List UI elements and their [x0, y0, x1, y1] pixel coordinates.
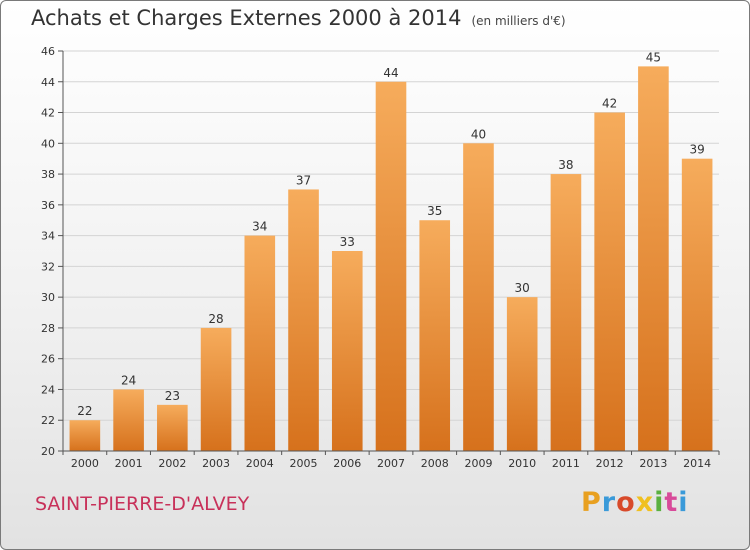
- x-tick-label: 2006: [333, 457, 361, 470]
- logo-letter: o: [616, 487, 636, 518]
- bar-2008: [419, 220, 451, 451]
- bar-2007: [375, 81, 407, 452]
- bar-2011: [550, 174, 582, 452]
- data-label: 24: [121, 373, 136, 387]
- x-tick-label: 2014: [683, 457, 711, 470]
- y-tick-label: 20: [41, 445, 55, 458]
- data-label: 33: [340, 235, 355, 249]
- y-tick-label: 30: [41, 291, 55, 304]
- y-tick-label: 44: [41, 76, 55, 89]
- bar-2009: [463, 143, 494, 452]
- x-tick-label: 2005: [290, 457, 318, 470]
- x-tick-label: 2010: [508, 457, 536, 470]
- data-label: 22: [77, 404, 92, 418]
- bar-2010: [506, 297, 538, 451]
- y-tick-label: 40: [41, 137, 55, 150]
- x-tick-label: 2009: [464, 457, 492, 470]
- x-tick-label: 2001: [115, 457, 143, 470]
- data-label: 38: [558, 158, 573, 172]
- y-tick-label: 22: [41, 414, 55, 427]
- bar-2002: [157, 404, 188, 451]
- x-tick-label: 2008: [421, 457, 449, 470]
- chart-title: Achats et Charges Externes 2000 à 2014 (e…: [31, 6, 566, 30]
- x-tick-label: 2013: [639, 457, 667, 470]
- x-tick-label: 2011: [552, 457, 580, 470]
- x-tick-label: 2000: [71, 457, 99, 470]
- data-label: 23: [165, 389, 180, 403]
- proxiti-logo: Proxiti: [581, 487, 689, 518]
- bar-2003: [200, 327, 232, 451]
- x-tick-label: 2002: [158, 457, 186, 470]
- commune-name: SAINT-PIERRE-D'ALVEY: [35, 493, 250, 515]
- data-labels: 22 24 23 28 34 37 33 44 35 40 30 38 42 45 39: [77, 50, 705, 418]
- y-tick-label: 46: [41, 45, 55, 58]
- x-tick-label: 2012: [596, 457, 624, 470]
- data-label: 42: [602, 97, 617, 111]
- data-label: 30: [515, 281, 530, 295]
- data-label: 40: [471, 127, 486, 141]
- bar-2014: [681, 158, 713, 451]
- logo-letter: t: [664, 487, 679, 518]
- data-label: 35: [427, 204, 442, 218]
- y-tick-label: 34: [41, 230, 55, 243]
- bar-2012: [594, 112, 625, 452]
- data-label: 39: [689, 143, 704, 157]
- bar-2001: [113, 389, 144, 451]
- y-tick-label: 26: [41, 353, 55, 366]
- data-label: 37: [296, 173, 311, 187]
- y-tick-label: 36: [41, 199, 55, 212]
- bar-2006: [331, 251, 363, 451]
- data-label: 28: [208, 312, 223, 326]
- bars: [69, 66, 713, 452]
- bar-2000: [69, 420, 101, 451]
- x-tick-label: 2007: [377, 457, 405, 470]
- logo-letter: x: [635, 487, 655, 518]
- data-label: 44: [383, 66, 398, 80]
- y-tick-label: 24: [41, 383, 55, 396]
- x-tick-label: 2004: [246, 457, 274, 470]
- bar-2013: [638, 66, 669, 451]
- data-label: 45: [646, 50, 661, 64]
- logo-letter: P: [581, 487, 602, 518]
- bar-2005: [288, 189, 319, 451]
- bar-2004: [244, 235, 276, 451]
- chart-title-text: Achats et Charges Externes 2000 à 2014: [31, 6, 462, 30]
- y-tick-label: 28: [41, 322, 55, 335]
- y-tick-label: 42: [41, 107, 55, 120]
- axes: 20 22 24 26 28 30 32 34 36 38 40 42 44 46 2000 2001 2002…: [41, 45, 720, 470]
- y-tick-label: 32: [41, 260, 55, 273]
- logo-letter: i: [654, 487, 665, 518]
- logo-letter: i: [678, 487, 689, 518]
- logo-letter: r: [601, 487, 617, 518]
- chart-unit: (en milliers d'€): [471, 14, 566, 28]
- x-tick-label: 2003: [202, 457, 230, 470]
- data-label: 34: [252, 220, 267, 234]
- y-tick-label: 38: [41, 168, 55, 181]
